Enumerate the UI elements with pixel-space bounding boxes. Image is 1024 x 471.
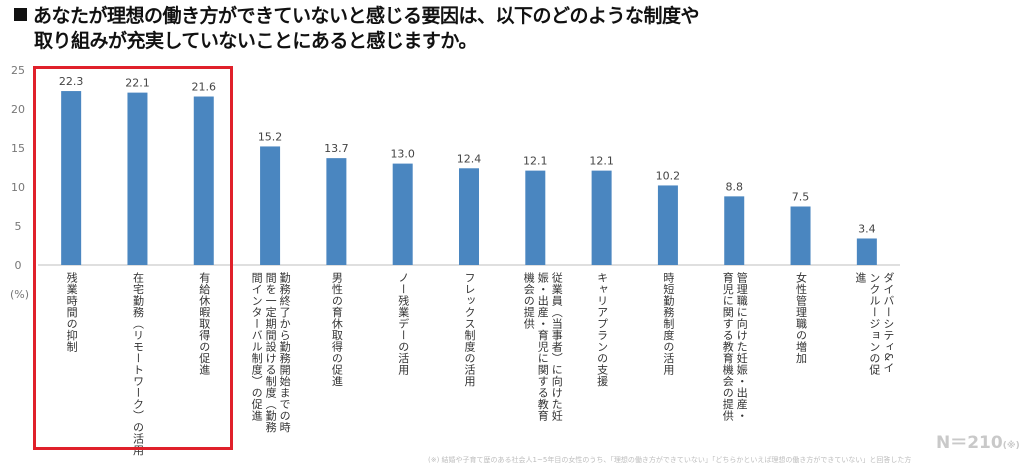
title-line-1: あなたが理想の働き方ができていないと感じる要因は、以下のどのような制度や: [33, 5, 700, 27]
bar-value-label: 8.8: [725, 180, 743, 193]
y-tick-label: 15: [11, 142, 25, 155]
bar-value-label: 3.4: [858, 222, 876, 235]
footnote: (※) 結婚や子育て歴のある社会人1~5年目の女性のうち、「理想の働き方ができて…: [428, 456, 912, 464]
bar-value-label: 7.5: [792, 191, 810, 204]
category-label: 管理職に向けた妊娠・出産・育児に関する教育機会の提供: [721, 272, 749, 422]
bar-value-label: 12.1: [589, 155, 614, 168]
category-label: 有給休暇取得の促進: [197, 272, 211, 376]
category-label: ダイバーシティ&インクルージョンの促進: [853, 272, 895, 376]
y-tick-label: 5: [15, 220, 22, 233]
sample-size-note: (※): [1002, 441, 1020, 451]
bar-value-label: 10.2: [656, 169, 681, 182]
sample-size-label: N＝210(※): [936, 428, 1020, 453]
bar: [790, 206, 811, 265]
bar: [856, 238, 877, 265]
bar: [591, 170, 612, 265]
square-bullet-icon: [14, 8, 27, 21]
bar-value-label: 15.2: [258, 130, 283, 143]
unit-label: (%): [10, 288, 30, 301]
y-tick-label: 0: [15, 259, 22, 272]
category-label: 女性管理職の増加: [794, 272, 808, 364]
category-label: 従業員（当事者）に向けた妊娠・出産・育児に関する教育機会の提供: [522, 272, 564, 422]
bar: [193, 96, 214, 266]
category-label: ノー残業デーの活用: [396, 272, 410, 376]
bar: [657, 185, 678, 265]
highlight-box: [33, 66, 233, 450]
bar-value-label: 13.7: [324, 142, 349, 155]
category-label: フレックス制度の活用: [463, 272, 476, 387]
category-label: 時短勤務制度の活用: [661, 272, 675, 376]
category-label: 男性の育休取得の促進: [330, 272, 344, 387]
category-label: 在宅勤務（リモートワーク）の活用: [131, 272, 145, 456]
y-tick-label: 20: [11, 103, 25, 116]
chart-title: あなたが理想の働き方ができていないと感じる要因は、以下のどのような制度や 取り組…: [14, 4, 754, 54]
y-tick-label: 10: [11, 181, 25, 194]
bar: [61, 91, 82, 265]
bar: [326, 158, 347, 265]
bar-value-label: 12.4: [457, 152, 482, 165]
bar: [525, 170, 546, 265]
bar-value-label: 22.3: [59, 75, 84, 88]
bar: [724, 196, 745, 265]
y-tick-label: 25: [11, 64, 25, 77]
bar-value-label: 22.1: [125, 77, 150, 90]
bar: [392, 163, 413, 265]
category-label: 勤務終了から勤務開始までの時間を一定期間設ける制度（勤務間インターバル制度）の促…: [250, 272, 292, 433]
bar-value-label: 13.0: [390, 148, 415, 161]
category-label: 残業時間の抑制: [65, 272, 79, 353]
bar: [260, 146, 281, 265]
sample-size-text: N＝210: [936, 433, 1003, 453]
bar: [459, 168, 479, 265]
bar: [127, 92, 148, 266]
category-label: キャリアプランの支援: [595, 272, 609, 387]
title-line-2: 取り組みが充実していないことにあると感じますか。: [34, 30, 478, 52]
bar-value-label: 21.6: [192, 81, 217, 94]
bar-value-label: 12.1: [523, 155, 548, 168]
